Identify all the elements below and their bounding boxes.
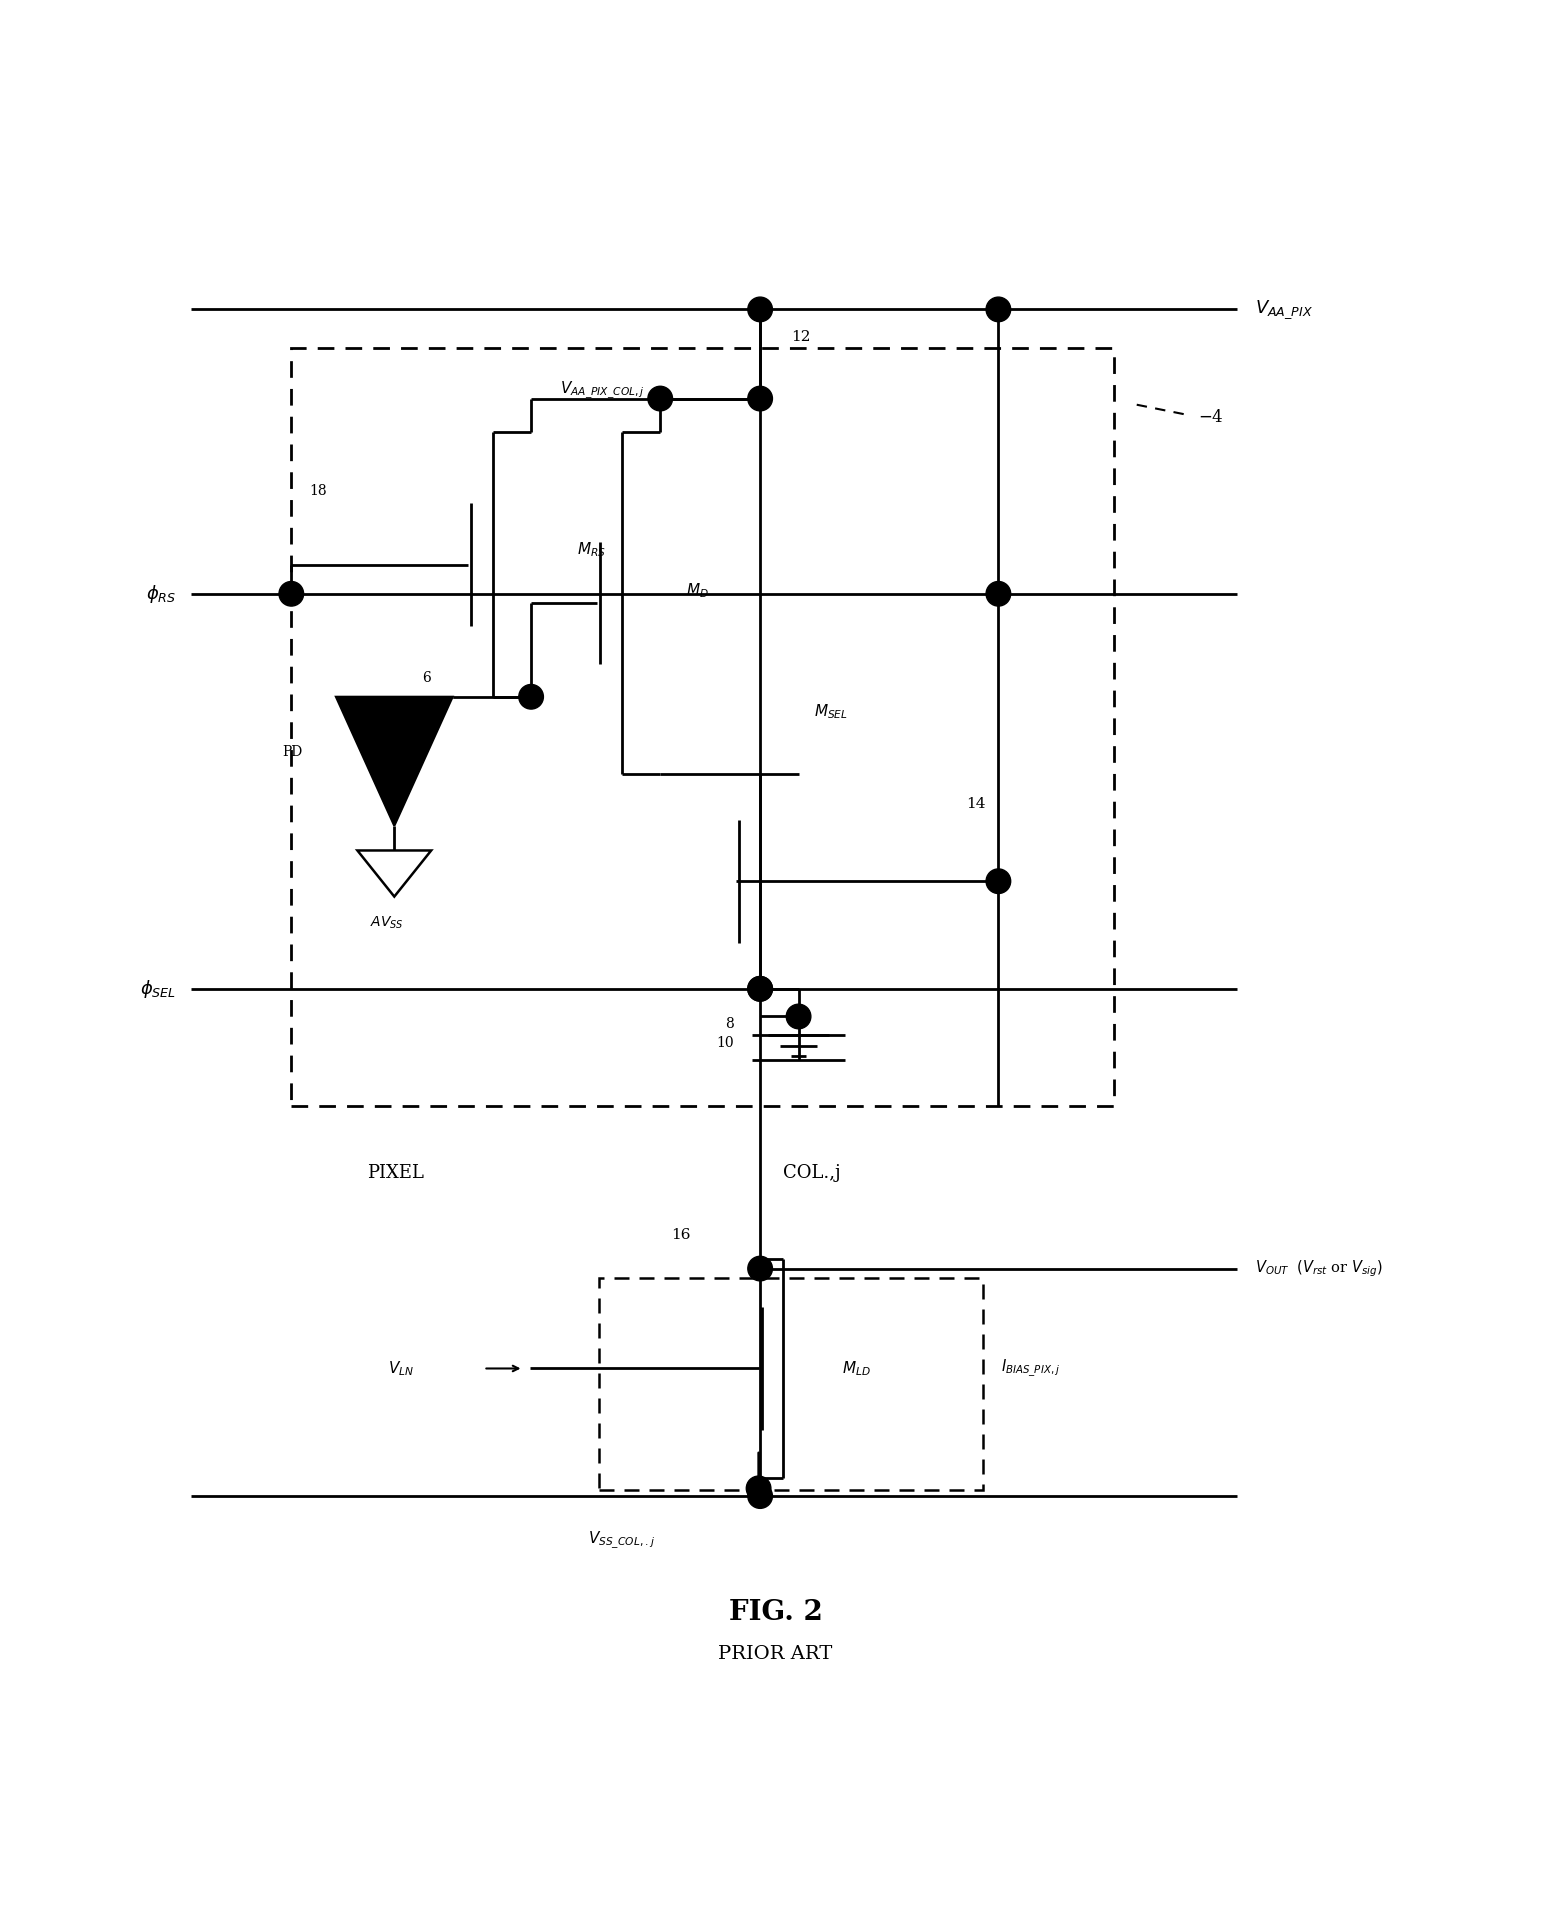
Text: 6: 6 (422, 670, 431, 686)
Text: FIG. 2: FIG. 2 (729, 1599, 822, 1627)
Text: 12: 12 (791, 330, 810, 344)
Text: PIXEL: PIXEL (368, 1163, 425, 1182)
Text: $M_{SEL}$: $M_{SEL}$ (814, 703, 848, 722)
Text: $I_{BIAS\_PIX,j}$: $I_{BIAS\_PIX,j}$ (1002, 1358, 1061, 1379)
Text: 14: 14 (966, 796, 986, 812)
Text: PRIOR ART: PRIOR ART (718, 1645, 833, 1664)
Text: $\phi_{SEL}$: $\phi_{SEL}$ (140, 978, 175, 999)
Circle shape (748, 1257, 772, 1282)
Text: 16: 16 (672, 1228, 690, 1242)
Text: $-$4: $-$4 (1199, 409, 1224, 426)
Circle shape (748, 976, 772, 1001)
Circle shape (986, 298, 1011, 321)
Circle shape (279, 581, 304, 605)
Circle shape (986, 869, 1011, 894)
Text: $V_{AA\_PIX}$: $V_{AA\_PIX}$ (1255, 298, 1314, 321)
Text: $V_{SS\_COL,.j}$: $V_{SS\_COL,.j}$ (588, 1530, 655, 1551)
Circle shape (786, 1005, 811, 1029)
Bar (292, 348, 1114, 1106)
Circle shape (746, 1476, 771, 1501)
Text: 8: 8 (726, 1018, 734, 1031)
Text: PD: PD (282, 745, 302, 758)
Text: $V_{OUT}$  $(V_{rst}$ or $V_{sig})$: $V_{OUT}$ $(V_{rst}$ or $V_{sig})$ (1255, 1259, 1383, 1280)
Circle shape (986, 581, 1011, 605)
Text: $AV_{SS}$: $AV_{SS}$ (369, 915, 403, 932)
Text: $V_{AA\_PIX\_COL,j}$: $V_{AA\_PIX\_COL,j}$ (560, 380, 645, 401)
Text: COL.,j: COL.,j (783, 1163, 841, 1182)
Text: 10: 10 (717, 1035, 734, 1050)
Text: 18: 18 (310, 483, 327, 499)
Text: $M_{RS}$: $M_{RS}$ (577, 541, 606, 558)
Circle shape (648, 386, 673, 411)
Bar (599, 1278, 983, 1490)
Polygon shape (357, 850, 431, 896)
Text: $M_{LD}$: $M_{LD}$ (842, 1360, 870, 1377)
Text: $V_{LN}$: $V_{LN}$ (388, 1360, 414, 1377)
Text: $\phi_{RS}$: $\phi_{RS}$ (146, 583, 175, 605)
Circle shape (748, 976, 772, 1001)
Circle shape (748, 298, 772, 321)
Text: $M_D$: $M_D$ (687, 581, 709, 600)
Circle shape (748, 386, 772, 411)
Circle shape (748, 1484, 772, 1509)
Polygon shape (337, 697, 453, 825)
Circle shape (518, 684, 543, 709)
